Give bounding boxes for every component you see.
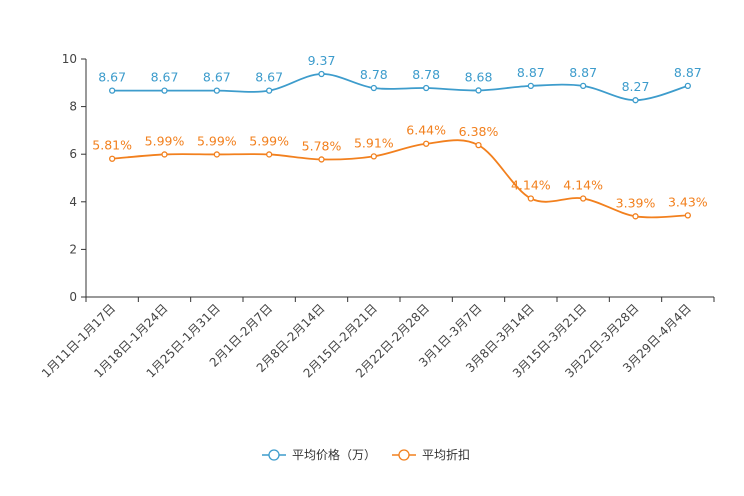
legend-label: 平均价格（万） <box>292 447 376 462</box>
data-point <box>423 140 430 147</box>
data-point <box>527 82 534 90</box>
data-label: 5.99% <box>249 133 289 148</box>
data-label: 8.87 <box>674 65 702 80</box>
data-point <box>475 142 482 149</box>
y-tick-label: 0 <box>69 290 77 304</box>
chart-data-labels: 8.67 8.67 8.67 8.67 9.37 8.78 8.78 8.68 8.87 8.87… <box>92 53 707 210</box>
data-point <box>266 151 273 158</box>
data-label: 8.27 <box>622 79 650 94</box>
data-point <box>318 70 325 78</box>
data-point <box>632 97 639 104</box>
y-tick-label: 4 <box>69 195 77 209</box>
data-point <box>580 195 587 202</box>
data-label: 8.67 <box>98 70 126 85</box>
data-label: 5.81% <box>92 138 132 153</box>
data-label: 4.14% <box>563 177 603 192</box>
legend-label: 平均折扣 <box>422 447 470 462</box>
data-point <box>527 195 534 202</box>
y-tick-label: 2 <box>69 242 77 256</box>
data-point <box>109 155 116 162</box>
data-label: 3.39% <box>616 195 656 210</box>
data-label: 9.37 <box>308 53 336 68</box>
data-point <box>370 153 377 160</box>
data-label: 8.67 <box>255 70 283 85</box>
data-label: 4.14% <box>511 177 551 192</box>
data-label: 5.91% <box>354 135 394 150</box>
series-line-0 <box>112 73 689 102</box>
data-point <box>632 213 639 220</box>
data-point <box>318 156 325 163</box>
y-tick-label: 8 <box>69 100 77 114</box>
chart-legend[interactable]: 平均价格（万） 平均折扣 <box>262 447 470 462</box>
data-point <box>475 87 482 94</box>
legend-marker-icon <box>268 449 280 461</box>
data-label: 5.99% <box>145 133 185 148</box>
data-point <box>213 151 220 158</box>
data-point <box>213 87 220 94</box>
data-label: 8.67 <box>151 70 179 85</box>
data-point <box>161 87 168 94</box>
data-point <box>161 151 168 158</box>
data-label: 5.78% <box>302 138 342 153</box>
data-point <box>684 82 691 90</box>
y-tick-label: 6 <box>69 147 77 161</box>
data-label: 8.78 <box>360 67 388 82</box>
data-label: 6.38% <box>459 124 499 139</box>
legend-marker-icon <box>398 449 410 461</box>
data-label: 3.43% <box>668 194 708 209</box>
chart-series <box>109 70 691 220</box>
series-line-1 <box>112 139 688 219</box>
data-label: 8.68 <box>465 69 493 84</box>
data-point <box>370 84 377 92</box>
data-point <box>109 87 116 94</box>
chart-axes: 02468101月11日-1月17日1月18日-1月24日1月25日-1月31日… <box>39 52 715 381</box>
data-label: 6.44% <box>406 123 446 138</box>
data-point <box>266 87 273 94</box>
data-label: 8.67 <box>203 70 231 85</box>
legend-item-1[interactable]: 平均折扣 <box>392 447 470 462</box>
legend-item-0[interactable]: 平均价格（万） <box>262 447 376 462</box>
data-label: 8.87 <box>569 65 597 80</box>
data-label: 8.78 <box>412 67 440 82</box>
data-point <box>684 212 691 219</box>
data-point <box>423 84 430 92</box>
y-tick-label: 10 <box>62 52 77 66</box>
data-point <box>580 82 587 90</box>
data-label: 8.87 <box>517 65 545 80</box>
data-label: 5.99% <box>197 133 237 148</box>
